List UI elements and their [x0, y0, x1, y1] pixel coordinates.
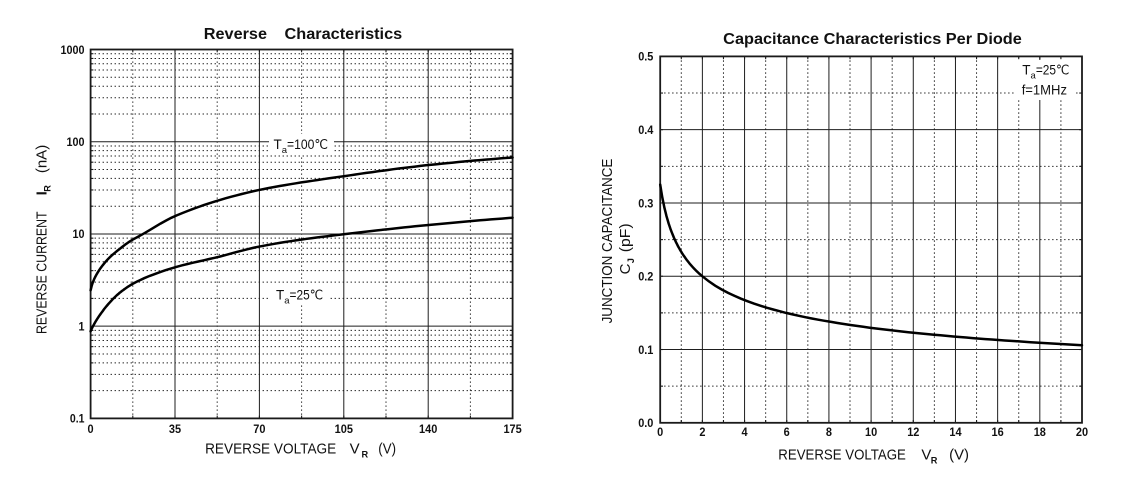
svg-text:0.0: 0.0: [638, 416, 653, 430]
svg-text:REVERSE VOLTAGE: REVERSE VOLTAGE: [778, 446, 906, 463]
svg-text:(pF): (pF): [617, 223, 634, 252]
svg-text:R: R: [931, 455, 938, 465]
svg-text:0: 0: [88, 422, 94, 436]
svg-text:Characteristics: Characteristics: [285, 26, 403, 43]
svg-text:105: 105: [335, 422, 354, 436]
svg-text:20: 20: [1076, 425, 1088, 439]
svg-text:2: 2: [699, 425, 705, 439]
svg-text:I: I: [34, 191, 51, 195]
svg-text:14: 14: [949, 425, 961, 439]
svg-text:1: 1: [79, 320, 85, 334]
svg-text:Ta=100℃: Ta=100℃: [274, 137, 329, 156]
svg-text:REVERSE CURRENT: REVERSE CURRENT: [34, 212, 51, 335]
svg-text:V: V: [350, 441, 360, 458]
svg-text:R: R: [43, 185, 53, 192]
svg-text:10: 10: [73, 227, 85, 241]
svg-text:18: 18: [1034, 425, 1046, 439]
svg-text:35: 35: [169, 422, 181, 436]
svg-text:(V): (V): [378, 441, 396, 458]
svg-text:0.1: 0.1: [70, 412, 85, 426]
svg-text:140: 140: [419, 422, 438, 436]
svg-text:C: C: [617, 263, 634, 274]
svg-text:J: J: [626, 258, 636, 263]
svg-text:1000: 1000: [61, 43, 85, 57]
svg-text:R: R: [362, 450, 369, 460]
svg-text:0: 0: [657, 425, 663, 439]
svg-text:Capacitance Characteristics Pe: Capacitance Characteristics Per Diode: [723, 31, 1022, 48]
svg-text:4: 4: [742, 425, 748, 439]
svg-text:f=1MHz: f=1MHz: [1022, 83, 1068, 98]
svg-text:175: 175: [503, 422, 522, 436]
svg-text:16: 16: [992, 425, 1004, 439]
svg-text:0.5: 0.5: [638, 50, 653, 64]
svg-text:12: 12: [907, 425, 919, 439]
svg-text:REVERSE VOLTAGE: REVERSE VOLTAGE: [205, 441, 336, 458]
svg-text:0.4: 0.4: [638, 123, 653, 137]
svg-text:0.1: 0.1: [638, 343, 653, 357]
svg-text:JUNCTION CAPACITANCE: JUNCTION CAPACITANCE: [599, 159, 616, 324]
svg-text:(nA): (nA): [34, 145, 51, 173]
svg-text:6: 6: [784, 425, 790, 439]
svg-text:10: 10: [865, 425, 877, 439]
svg-text:0.3: 0.3: [638, 196, 653, 210]
svg-text:Reverse: Reverse: [204, 26, 268, 43]
svg-text:(V): (V): [949, 446, 969, 463]
svg-text:V: V: [921, 446, 931, 463]
svg-text:0.2: 0.2: [638, 270, 653, 284]
svg-text:100: 100: [67, 135, 85, 149]
svg-text:8: 8: [826, 425, 832, 439]
svg-text:70: 70: [253, 422, 265, 436]
